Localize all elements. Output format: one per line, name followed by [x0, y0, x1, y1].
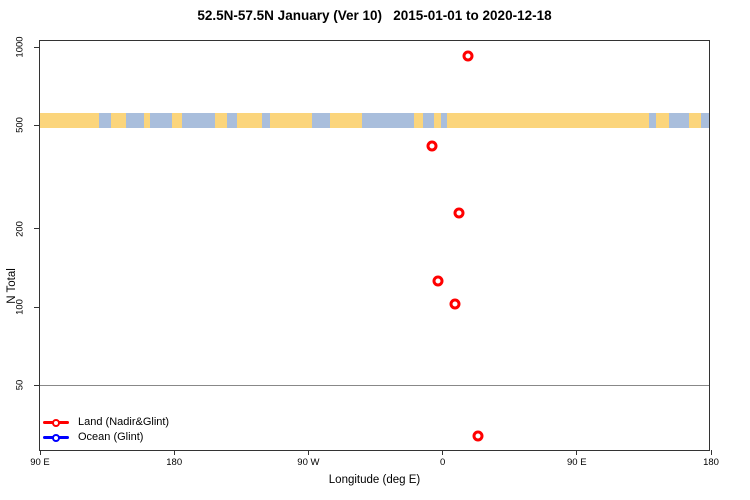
y-tick-mark [33, 228, 39, 230]
legend: Land (Nadir&Glint) Ocean (Glint) [43, 415, 169, 445]
x-tick-mark [710, 450, 712, 455]
y-axis-title: N Total [6, 268, 18, 304]
x-tick-mark [442, 450, 444, 455]
map-land-segment [656, 113, 669, 128]
x-tick-label: 90 W [297, 457, 320, 468]
data-point [472, 430, 484, 442]
map-land-segment [688, 113, 701, 128]
plot-area: 90 E 180 90 W 0 90 E 180 1000 500 200 100 50 N To… [6, 36, 719, 468]
x-tick-label: 180 [703, 457, 719, 468]
y-tick-mark [33, 46, 39, 48]
map-land-segment [270, 113, 313, 128]
x-tick-mark [307, 450, 309, 455]
legend-label: Land (Nadir&Glint) [78, 416, 170, 428]
legend-marker-icon [43, 418, 69, 427]
map-land-segment [446, 113, 650, 128]
map-land-segment [330, 113, 362, 128]
map-land-segment [413, 113, 423, 128]
data-point [426, 140, 438, 152]
y-tick-label: 200 [14, 220, 26, 237]
x-tick-label: 90 E [567, 457, 587, 468]
data-point [462, 50, 474, 62]
chart-title: 52.5N-57.5N January (Ver 10) 2015-01-01 … [197, 8, 552, 23]
reference-line-50 [40, 385, 709, 387]
legend-marker-icon [43, 433, 69, 442]
map-land-segment [40, 113, 99, 128]
x-axis-title: Longitude (deg E) [328, 474, 421, 486]
legend-label: Ocean (Glint) [78, 431, 144, 443]
map-land-segment [237, 113, 263, 128]
x-tick-mark [173, 450, 175, 455]
x-tick-mark [576, 450, 578, 455]
y-tick-label: 50 [14, 379, 26, 391]
legend-row: Ocean (Glint) [43, 430, 169, 445]
data-point [432, 275, 444, 287]
coastline-map-band [40, 113, 709, 128]
map-land-segment [434, 113, 441, 128]
y-tick-mark [33, 124, 39, 126]
map-land-segment [215, 113, 227, 128]
map-land-segment [110, 113, 126, 128]
map-land-segment [172, 113, 183, 128]
map-land-segment [143, 113, 150, 128]
x-tick-label: 0 [439, 457, 446, 468]
data-point [453, 207, 465, 219]
y-tick-label: 500 [14, 117, 26, 134]
x-tick-label: 90 E [30, 457, 50, 468]
legend-row: Land (Nadir&Glint) [43, 415, 169, 430]
x-tick-mark [39, 450, 41, 455]
y-tick-mark [33, 306, 39, 308]
x-tick-label: 180 [166, 457, 183, 468]
y-tick-label: 1000 [14, 36, 26, 58]
data-point [449, 298, 461, 310]
y-tick-mark [33, 384, 39, 386]
